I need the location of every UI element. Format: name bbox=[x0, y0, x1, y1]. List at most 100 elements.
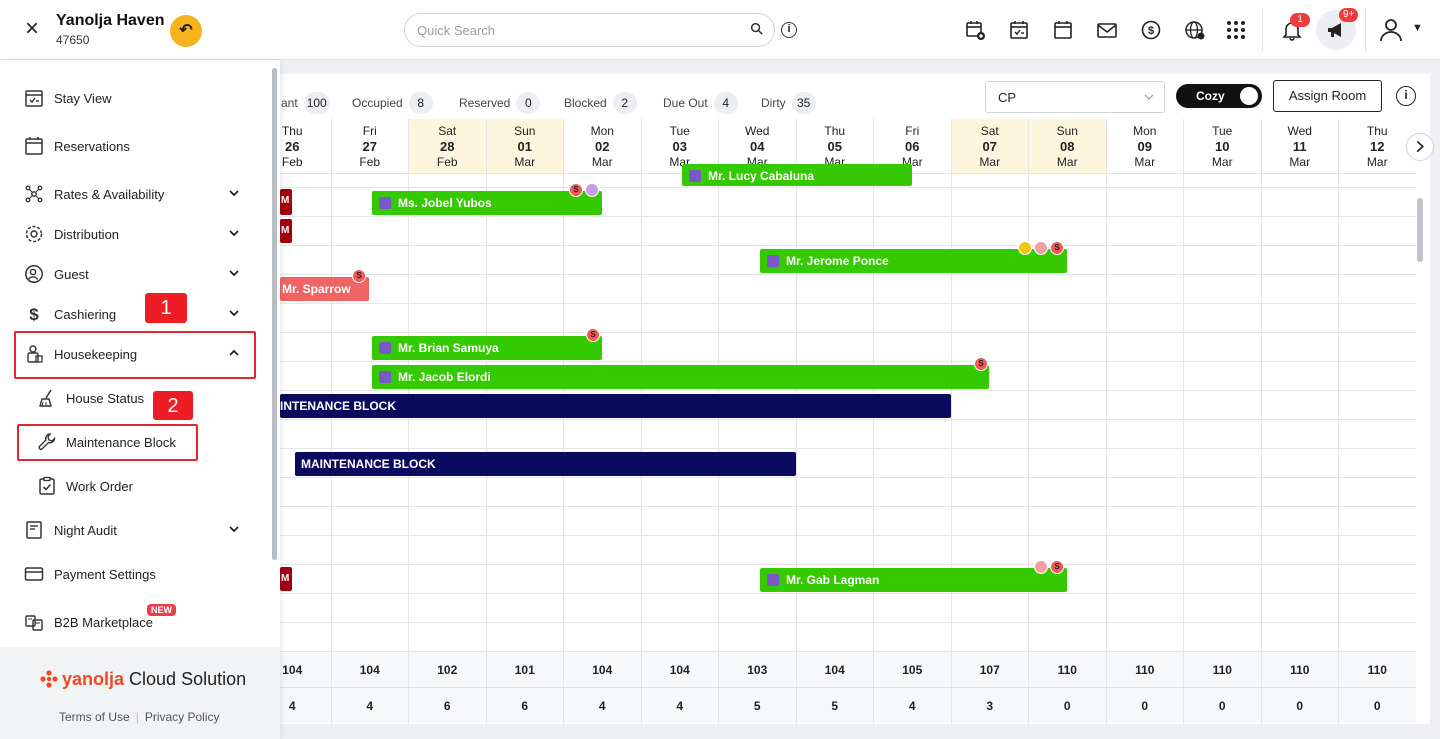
count-cell: 0 bbox=[1029, 688, 1107, 724]
next-dates-button[interactable] bbox=[1406, 133, 1434, 161]
chevron-down-icon[interactable]: ▼ bbox=[1412, 22, 1423, 34]
grid-line bbox=[280, 477, 1416, 478]
count-cell: 110 bbox=[1262, 652, 1339, 688]
reservation-bar-edge[interactable]: M bbox=[280, 567, 292, 591]
footer-links: Terms of Use | Privacy Policy bbox=[59, 710, 220, 724]
svg-text:$: $ bbox=[1148, 25, 1154, 37]
mail-icon[interactable] bbox=[1096, 19, 1118, 41]
count-cell: 103 bbox=[719, 652, 797, 688]
step-badge: 2 bbox=[153, 391, 193, 420]
count-cell: 104 bbox=[797, 652, 874, 688]
assign-room-button[interactable]: Assign Room bbox=[1273, 80, 1382, 112]
count-cell: 110 bbox=[1107, 652, 1184, 688]
broom-icon bbox=[39, 389, 52, 407]
chevron-down-icon bbox=[229, 310, 239, 317]
apps-grid-icon[interactable] bbox=[1225, 19, 1247, 41]
grid-scrollbar[interactable] bbox=[1417, 178, 1423, 648]
store-icon bbox=[25, 615, 43, 631]
add-booking-calendar-icon[interactable] bbox=[964, 19, 986, 41]
grid-line bbox=[1028, 174, 1029, 651]
user-profile-icon[interactable] bbox=[1378, 17, 1404, 43]
sidebar-item-house-status[interactable]: House Status bbox=[0, 378, 270, 418]
rate-plan-select[interactable]: CP bbox=[985, 81, 1165, 113]
sidebar-item-reservations[interactable]: Reservations bbox=[0, 126, 270, 166]
sidebar-item-stay-view[interactable]: Stay View bbox=[0, 78, 270, 118]
globe-icon[interactable] bbox=[1184, 19, 1206, 41]
sidebar-item-cashiering[interactable]: $ Cashiering bbox=[0, 294, 270, 334]
stay-calendar-icon[interactable] bbox=[1008, 19, 1030, 41]
sidebar-item-housekeeping[interactable]: Housekeeping bbox=[0, 334, 270, 374]
switch-property-button[interactable]: ↶ bbox=[170, 15, 202, 47]
clipboard-check-icon bbox=[39, 476, 55, 495]
reservation-bar[interactable]: Mr. Jerome Ponce S bbox=[760, 241, 1067, 273]
brand-mark-icon bbox=[40, 670, 58, 688]
count-cell: 105 bbox=[874, 652, 952, 688]
guest-icon bbox=[25, 265, 43, 283]
stat-due-out: Due Out 4 bbox=[663, 92, 738, 114]
reservation-bar[interactable]: Ms. Jobel Yubos S bbox=[372, 183, 602, 215]
dollar-icon[interactable]: $ bbox=[1140, 19, 1162, 41]
quick-search-input[interactable] bbox=[404, 13, 775, 47]
calendar-check-icon bbox=[25, 90, 43, 107]
reservation-bar-edge[interactable]: M bbox=[280, 189, 292, 215]
payment-dot-icon: S bbox=[569, 183, 583, 197]
housekeeper-icon bbox=[27, 345, 43, 363]
step-badge: 1 bbox=[145, 293, 187, 323]
reservation-bar[interactable]: Mr. Gab Lagman S bbox=[760, 560, 1067, 592]
maintenance-block-bar[interactable]: INTENANCE BLOCK bbox=[280, 394, 951, 418]
cozy-view-toggle[interactable]: Cozy bbox=[1176, 84, 1262, 108]
day-header: Sat 07 Mar bbox=[951, 119, 1029, 174]
announcement-badge: 9+ bbox=[1339, 8, 1359, 22]
sidebar-scrollbar[interactable] bbox=[272, 68, 277, 560]
reservation-bar[interactable]: Mr. Jacob Elordi S bbox=[372, 357, 989, 389]
grid-line bbox=[280, 245, 1416, 246]
maintenance-block-bar[interactable]: MAINTENANCE BLOCK bbox=[295, 452, 796, 476]
count-cell: 4 bbox=[564, 688, 642, 724]
grid-line bbox=[950, 174, 952, 651]
grid-line bbox=[280, 419, 1416, 420]
count-cell: 4 bbox=[332, 688, 409, 724]
sidebar-item-distribution[interactable]: Distribution bbox=[0, 214, 270, 254]
payment-dot-icon: S bbox=[1050, 560, 1064, 574]
count-cell: 0 bbox=[1184, 688, 1262, 724]
privacy-link[interactable]: Privacy Policy bbox=[144, 710, 220, 724]
grid-line bbox=[280, 535, 1416, 536]
grid-line bbox=[280, 361, 1416, 362]
building-icon bbox=[379, 197, 391, 209]
reservation-bar-edge[interactable]: M bbox=[280, 219, 292, 243]
sidebar-item-maintenance-block[interactable]: Maintenance Block bbox=[0, 422, 270, 462]
sidebar-item-payment-settings[interactable]: Payment Settings bbox=[0, 554, 270, 594]
terms-link[interactable]: Terms of Use bbox=[59, 710, 130, 724]
close-icon[interactable]: × bbox=[24, 15, 39, 42]
count-cell: 101 bbox=[487, 652, 564, 688]
chevron-down-icon bbox=[229, 270, 239, 277]
calendar-icon[interactable] bbox=[1052, 19, 1074, 41]
sidebar-item-night-audit[interactable]: Night Audit bbox=[0, 510, 270, 550]
count-cell: 3 bbox=[952, 688, 1029, 724]
reservation-bar[interactable]: Mr. Lucy Cabaluna bbox=[682, 164, 912, 186]
payment-dot-icon: S bbox=[1050, 241, 1064, 255]
reservation-bar[interactable]: Mr. Brian Samuya S bbox=[372, 328, 602, 360]
hotel-id: 47650 bbox=[56, 33, 90, 47]
grid-line bbox=[280, 593, 1416, 594]
divider bbox=[1365, 8, 1366, 52]
sidebar-item-guest[interactable]: Guest bbox=[0, 254, 270, 294]
wrench-icon bbox=[38, 433, 56, 450]
chevron-down-icon bbox=[229, 230, 239, 237]
day-header: Thu 12 Mar bbox=[1339, 119, 1416, 174]
grid-line bbox=[280, 274, 1416, 275]
count-cell: 102 bbox=[409, 652, 487, 688]
sidebar-item-rates-availability[interactable]: Rates & Availability bbox=[0, 174, 270, 214]
count-cell: 4 bbox=[270, 688, 332, 724]
sidebar-item-b2b-marketplace[interactable]: B2B Marketplace bbox=[0, 602, 270, 642]
sidebar-item-work-order[interactable]: Work Order bbox=[0, 466, 270, 506]
day-header: Mon 02 Mar bbox=[564, 119, 642, 174]
count-cell: 110 bbox=[1029, 652, 1107, 688]
info-icon[interactable]: i bbox=[781, 22, 797, 38]
sidebar-menu: Stay View Reservations Rates & Availabil… bbox=[0, 60, 280, 739]
grid-line bbox=[280, 622, 1416, 623]
search-icon[interactable] bbox=[750, 22, 763, 35]
stat-occupied: Occupied 8 bbox=[352, 92, 433, 114]
info-icon[interactable]: i bbox=[1396, 86, 1416, 106]
reservation-bar[interactable]: Mr. Sparrow S bbox=[280, 269, 369, 301]
